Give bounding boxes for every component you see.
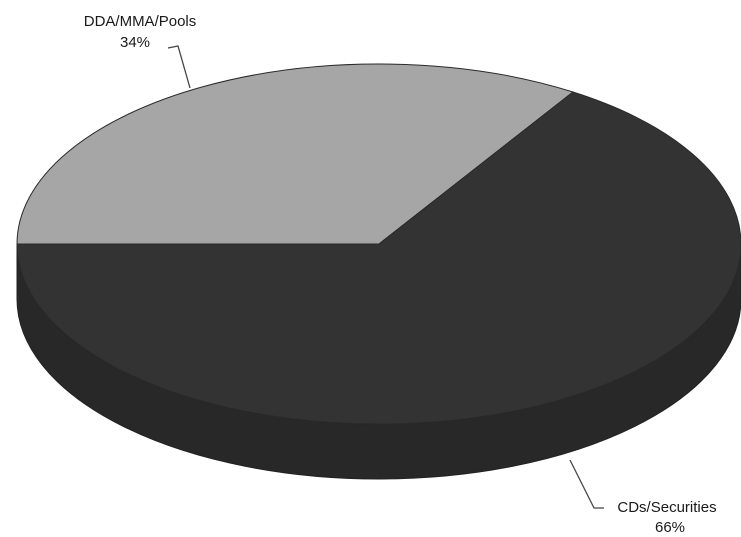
- leader-line-dda: [167, 45, 191, 89]
- pie-slice-1: [16, 91, 741, 425]
- slice-pct-dda: 34%: [120, 34, 150, 51]
- slice-pct-cds: 66%: [655, 519, 685, 536]
- slice-label-dda: DDA/MMA/Pools: [84, 13, 197, 30]
- leader-line-cds: [569, 459, 604, 509]
- pie-top-layer: [16, 63, 741, 425]
- slice-labels: DDA/MMA/Pools 34% CDs/Securities 66%: [84, 13, 717, 536]
- pie-slice-0: [16, 63, 575, 245]
- slice-label-cds: CDs/Securities: [617, 499, 716, 516]
- leader-lines: [167, 45, 604, 509]
